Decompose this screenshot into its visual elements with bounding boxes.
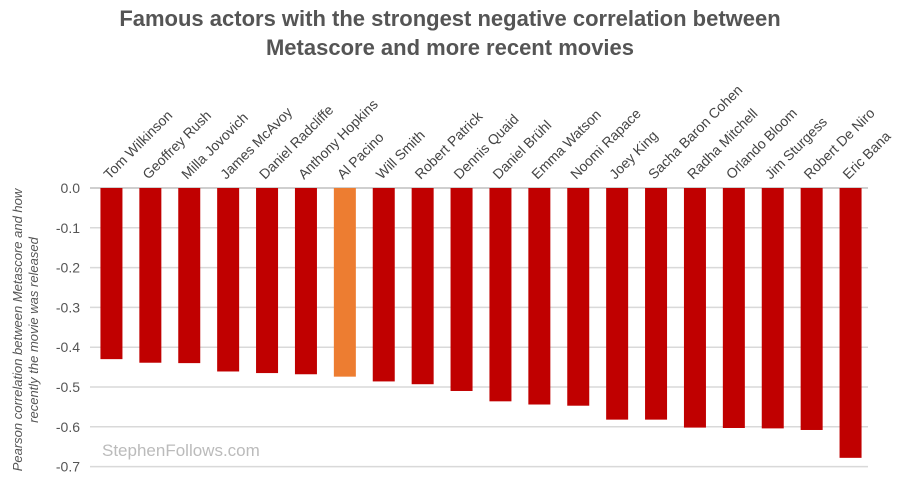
watermark: StephenFollows.com — [102, 441, 260, 460]
bar — [411, 188, 434, 385]
bar — [294, 188, 317, 375]
bar — [450, 188, 473, 391]
bar — [372, 188, 395, 382]
y-axis-label-line-2: recently the movie was released — [26, 236, 41, 422]
bar — [567, 188, 590, 406]
y-tick-label: -0.6 — [56, 419, 80, 435]
bar — [100, 188, 123, 360]
chart-title-line-1: Famous actors with the strongest negativ… — [119, 6, 781, 31]
bar — [839, 188, 862, 458]
bar — [645, 188, 668, 420]
y-tick-label: -0.3 — [56, 299, 80, 315]
y-axis-label-line-1: Pearson correlation between Metascore an… — [10, 187, 25, 471]
bar — [178, 188, 201, 364]
y-tick-label: -0.1 — [56, 220, 80, 236]
y-tick-label: -0.5 — [56, 379, 80, 395]
bar — [489, 188, 512, 402]
bar — [139, 188, 162, 363]
bar — [722, 188, 745, 428]
bar — [800, 188, 823, 430]
y-tick-label: -0.7 — [56, 459, 80, 475]
y-tick-label: -0.2 — [56, 260, 80, 276]
chart-title-line-2: Metascore and more recent movies — [265, 35, 635, 60]
category-label: Robert Patrick — [411, 107, 486, 182]
y-tick-label: 0.0 — [61, 180, 81, 196]
bar — [256, 188, 279, 374]
bar — [606, 188, 629, 420]
bar — [528, 188, 551, 405]
chart-title: Famous actors with the strongest negativ… — [0, 4, 900, 62]
bar — [761, 188, 784, 429]
bar — [217, 188, 240, 372]
y-tick-label: -0.4 — [56, 339, 80, 355]
bar — [333, 188, 356, 377]
bar — [683, 188, 706, 428]
